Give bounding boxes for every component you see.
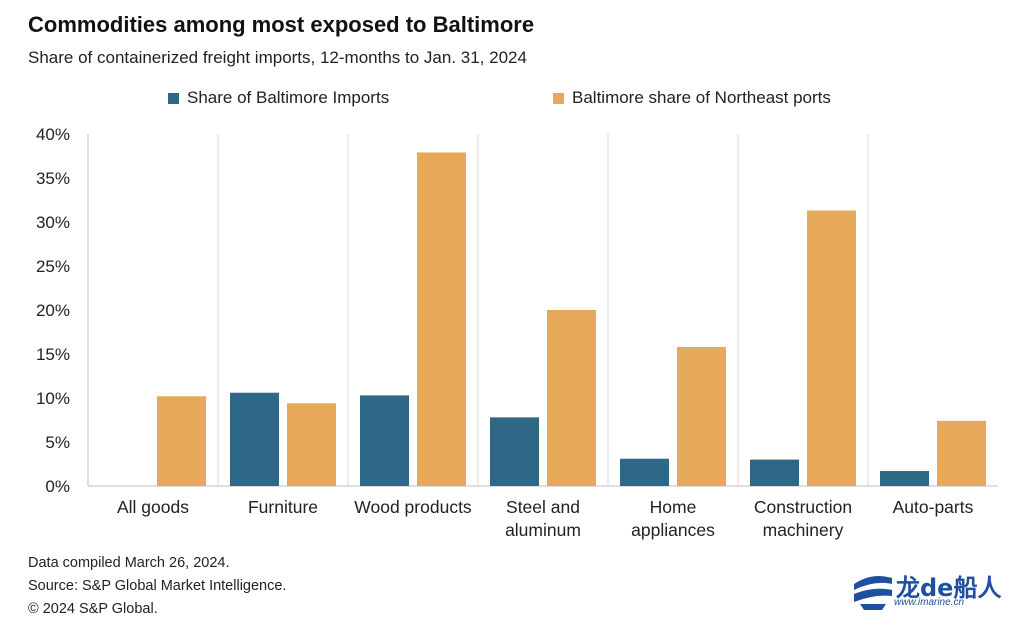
legend-swatch-teal (168, 92, 179, 104)
legend-label: Baltimore share of Northeast ports (572, 88, 831, 107)
x-tick-label: All goods (117, 497, 189, 517)
y-tick-label: 0% (45, 477, 70, 496)
chart-subtitle: Share of containerized freight imports, … (28, 48, 527, 67)
watermark-url: www.imarine.cn (894, 597, 965, 608)
bar-northeast-share (157, 396, 206, 486)
bar-northeast-share (287, 403, 336, 486)
bar-chart: 0% 5% 10% 15% 20% 25% 30% 35% 40% All goods Furnit… (36, 125, 998, 540)
x-tick-label: Steel and (506, 497, 580, 517)
footer-copyright: © 2024 S&P Global. (28, 601, 158, 617)
x-tick-label: Auto-parts (893, 497, 974, 517)
x-tick-label: Wood products (354, 497, 472, 517)
legend-swatch-orange (553, 92, 564, 104)
watermark-brand: 龙de船人 (896, 574, 1002, 602)
watermark-logo: 龙de船人 www.imarine.cn (852, 568, 1002, 612)
bar-northeast-share (547, 310, 596, 486)
chart-title: Commodities among most exposed to Baltim… (28, 12, 535, 37)
y-tick-label: 35% (36, 169, 70, 188)
bar-northeast-share (417, 152, 466, 487)
y-tick-label: 10% (36, 389, 70, 408)
x-tick-label: machinery (763, 520, 844, 540)
x-tick-label: appliances (631, 520, 715, 540)
legend-item-northeast-share: Baltimore share of Northeast ports (553, 88, 831, 108)
x-tick-label: Furniture (248, 497, 318, 517)
y-tick-label: 25% (36, 257, 70, 276)
y-tick-label: 40% (36, 125, 70, 144)
y-tick-label: 15% (36, 345, 70, 364)
footer-data-compiled: Data compiled March 26, 2024. (28, 555, 230, 571)
ship-logo-icon (854, 576, 892, 610)
chart-footer: Data compiled March 26, 2024. Source: S&… (28, 552, 286, 621)
x-tick-label: Construction (754, 497, 852, 517)
legend-label: Share of Baltimore Imports (187, 88, 390, 107)
bar-baltimore-imports (360, 395, 409, 486)
bar-baltimore-imports (750, 459, 799, 486)
bar-baltimore-imports (620, 458, 669, 486)
bar-northeast-share (807, 210, 856, 486)
x-tick-label: Home (650, 497, 697, 517)
legend-item-baltimore-imports: Share of Baltimore Imports (168, 88, 389, 108)
bar-baltimore-imports (490, 417, 539, 486)
footer-source: Source: S&P Global Market Intelligence. (28, 578, 287, 594)
bar-baltimore-imports (230, 392, 279, 486)
y-tick-label: 5% (45, 433, 70, 452)
chart-legend: Share of Baltimore Imports Baltimore sha… (0, 88, 1024, 112)
y-tick-label: 30% (36, 213, 70, 232)
bar-baltimore-imports (880, 471, 929, 486)
bar-northeast-share (677, 346, 726, 486)
y-tick-label: 20% (36, 301, 70, 320)
x-tick-label: aluminum (505, 520, 581, 540)
bar-northeast-share (937, 420, 986, 486)
